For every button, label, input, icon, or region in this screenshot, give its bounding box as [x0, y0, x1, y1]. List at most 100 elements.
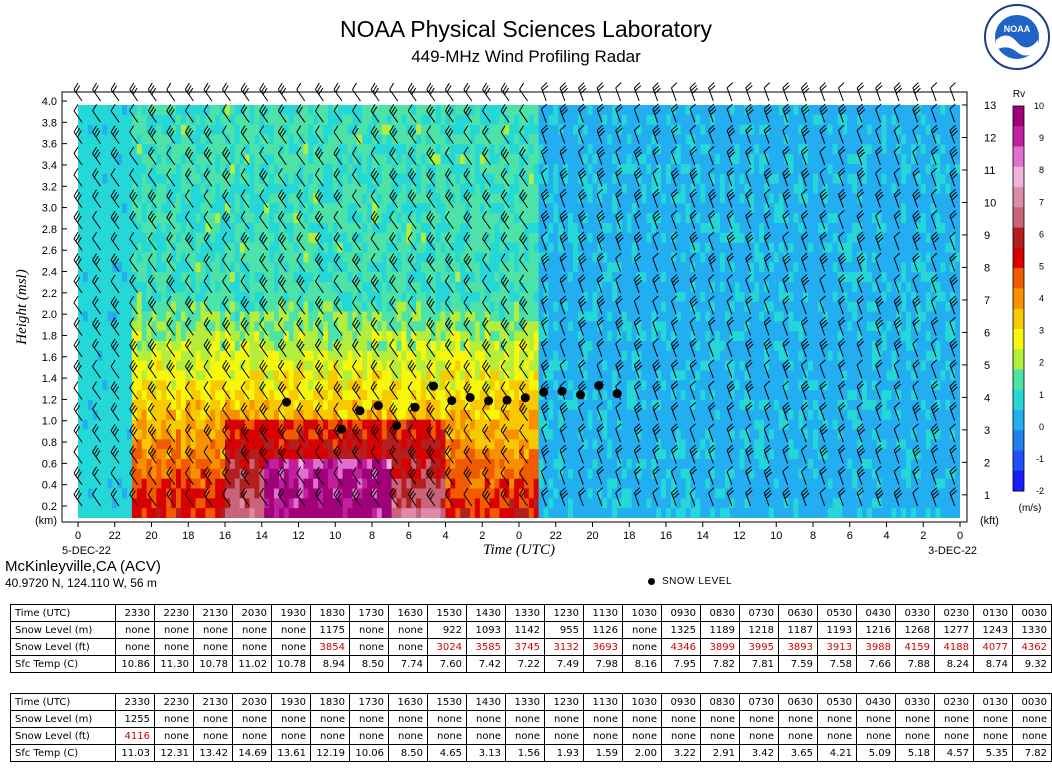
heatmap-cell — [205, 183, 211, 195]
heatmap-cell — [538, 282, 545, 293]
heatmap-cell — [538, 380, 545, 391]
heatmap-cell — [82, 262, 89, 273]
heatmap-cell — [92, 370, 99, 381]
heatmap-cell — [127, 291, 133, 303]
heatmap-cell — [563, 183, 569, 195]
heatmap-cell — [376, 252, 383, 263]
heatmap-cell — [528, 331, 535, 342]
heatmap-cell — [342, 173, 349, 185]
heatmap-cell — [455, 282, 461, 293]
heatmap-cell — [122, 124, 128, 136]
heatmap-cell — [151, 272, 157, 283]
heatmap-cell — [82, 478, 89, 490]
heatmap-cell — [460, 488, 466, 499]
heatmap-cell — [528, 439, 535, 450]
heatmap-cell — [430, 390, 437, 401]
heatmap-cell — [381, 164, 388, 175]
heatmap-cell — [450, 360, 456, 372]
heatmap-cell — [381, 360, 388, 372]
heatmap-cell — [651, 488, 657, 499]
heatmap-cell — [528, 350, 535, 362]
heatmap-cell — [563, 508, 569, 518]
heatmap-cell — [396, 360, 402, 372]
heatmap-cell — [489, 282, 496, 293]
heatmap-cell — [577, 341, 584, 352]
heatmap-cell — [82, 498, 89, 509]
heatmap-cell — [78, 380, 84, 391]
heatmap-cell — [229, 419, 236, 431]
heatmap-cell — [538, 164, 545, 175]
heatmap-cell — [127, 124, 133, 136]
heatmap-cell — [166, 360, 172, 372]
heatmap-cell — [229, 301, 236, 313]
heatmap-cell — [156, 321, 162, 332]
heatmap-cell — [602, 449, 608, 460]
heatmap-cell — [474, 341, 481, 352]
heatmap-cell — [597, 301, 603, 313]
heatmap-cell — [78, 311, 84, 322]
heatmap-cell — [244, 223, 251, 234]
heatmap-cell — [641, 498, 647, 509]
heatmap-cell — [416, 213, 422, 224]
heatmap-cell — [362, 154, 368, 165]
heatmap-cell — [587, 203, 594, 214]
heatmap-cell — [416, 154, 422, 165]
heatmap-cell — [401, 252, 407, 263]
heatmap-cell — [298, 144, 304, 155]
heatmap-cell — [372, 321, 378, 332]
heatmap-cell — [210, 341, 216, 352]
heatmap-cell — [479, 350, 486, 362]
heatmap-cell — [269, 282, 275, 293]
heatmap-cell — [195, 331, 202, 342]
heatmap-cell — [146, 291, 153, 303]
heatmap-cell — [254, 449, 260, 460]
heatmap-cell — [499, 291, 505, 303]
heatmap-cell — [646, 341, 652, 352]
heatmap-cell — [288, 272, 295, 283]
heatmap-cell — [323, 459, 329, 470]
heatmap-cell — [465, 488, 471, 499]
heatmap-cell — [97, 105, 104, 116]
heatmap-cell — [445, 232, 451, 244]
heatmap-cell — [229, 183, 236, 195]
heatmap-cell — [220, 370, 226, 381]
heatmap-cell — [357, 449, 363, 460]
heatmap-cell — [274, 311, 280, 322]
heatmap-cell — [646, 183, 652, 195]
heatmap-cell — [617, 272, 623, 283]
heatmap-cell — [210, 468, 216, 480]
heatmap-cell — [254, 468, 260, 480]
heatmap-cell — [220, 419, 226, 431]
heatmap-cell — [582, 282, 589, 293]
heatmap-cell — [195, 478, 202, 490]
heatmap-cell — [249, 105, 255, 116]
heatmap-cell — [156, 223, 162, 234]
heatmap-cell — [264, 321, 270, 332]
heatmap-cell — [484, 468, 491, 480]
heatmap-cell — [308, 154, 314, 165]
heatmap-cell — [391, 272, 398, 283]
heatmap-cell — [298, 360, 304, 372]
heatmap-cell — [607, 173, 613, 185]
heatmap-cell — [411, 223, 417, 234]
heatmap-cell — [587, 409, 594, 421]
heatmap-cell — [509, 124, 515, 136]
heatmap-cell — [484, 154, 491, 165]
heatmap-cell — [572, 105, 579, 116]
heatmap-cell — [504, 360, 510, 372]
heatmap-cell — [381, 252, 388, 263]
heatmap-cell — [102, 232, 108, 244]
heatmap-cell — [112, 498, 118, 509]
heatmap-cell — [220, 242, 226, 254]
heatmap-cell — [631, 173, 638, 185]
heatmap-cell — [528, 321, 535, 332]
heatmap-cell — [283, 508, 290, 518]
heatmap-cell — [523, 282, 530, 293]
heatmap-cell — [626, 173, 633, 185]
heatmap-cell — [514, 331, 520, 342]
heatmap-cell — [176, 468, 182, 480]
heatmap-cell — [112, 341, 118, 352]
heatmap-cell — [288, 134, 295, 145]
heatmap-cell — [313, 419, 319, 431]
heatmap-cell — [641, 223, 647, 234]
